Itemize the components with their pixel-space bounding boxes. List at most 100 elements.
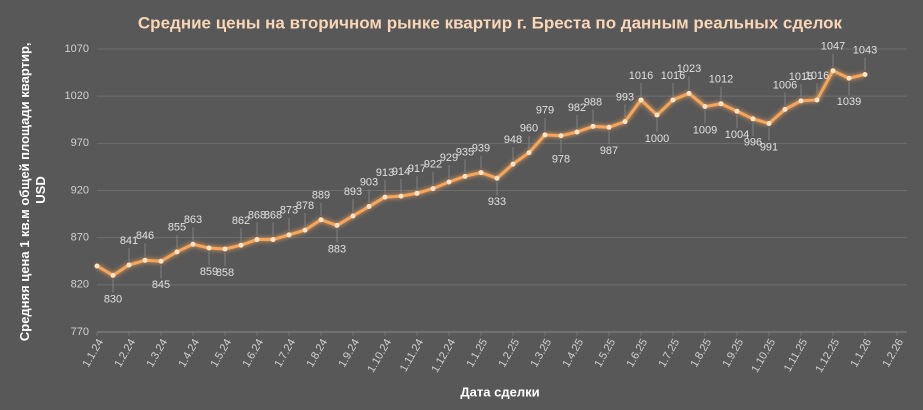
point: [798, 98, 804, 104]
point: [462, 173, 468, 179]
value-label: 1000: [645, 133, 669, 145]
value-label: 1016: [661, 70, 685, 82]
point: [558, 133, 564, 139]
point: [846, 75, 852, 81]
point: [750, 116, 756, 122]
value-label: 1004: [725, 129, 749, 141]
value-label: 1016: [805, 70, 829, 82]
value-label: 1047: [821, 41, 845, 53]
point: [606, 124, 612, 130]
point: [526, 150, 532, 156]
value-label: 859: [200, 266, 218, 278]
point: [782, 106, 788, 112]
value-label: 1023: [677, 63, 701, 75]
value-label: 1012: [709, 74, 733, 86]
value-label: 939: [472, 142, 490, 154]
value-label: 858: [216, 267, 234, 279]
point: [590, 123, 596, 129]
value-label: 893: [344, 186, 362, 198]
point: [654, 112, 660, 118]
point: [718, 101, 724, 107]
value-label: 1043: [853, 44, 877, 56]
value-label: 841: [120, 235, 138, 247]
value-label: 929: [440, 152, 458, 164]
value-label: 960: [520, 123, 538, 135]
value-label: 903: [360, 176, 378, 188]
value-label: 914: [392, 166, 410, 178]
point: [286, 232, 292, 238]
value-label: 873: [280, 205, 298, 217]
value-label: 948: [504, 134, 522, 146]
point: [94, 263, 100, 269]
point: [222, 246, 228, 252]
value-label: 868: [264, 209, 282, 221]
y-axis-title: Средняя цена 1 кв.м общей площади кварти…: [17, 39, 48, 341]
point: [110, 272, 116, 278]
y-tick-label: 970: [71, 137, 89, 149]
value-label: 979: [536, 105, 554, 117]
value-label: 913: [376, 167, 394, 179]
chart-title: Средние цены на вторичном рынке квартир …: [138, 13, 843, 32]
value-label: 862: [232, 215, 250, 227]
point: [350, 213, 356, 219]
value-label: 982: [568, 102, 586, 114]
value-label: 917: [408, 163, 426, 175]
point: [734, 108, 740, 114]
point: [430, 186, 436, 192]
y-tick-label: 820: [71, 279, 89, 291]
value-label: 868: [248, 209, 266, 221]
point: [142, 257, 148, 263]
value-label: 830: [104, 293, 122, 305]
value-label: 988: [584, 96, 602, 108]
point: [334, 222, 340, 228]
point: [638, 97, 644, 103]
value-label: 978: [552, 154, 570, 166]
point: [814, 97, 820, 103]
value-label: 1006: [773, 79, 797, 91]
point: [510, 161, 516, 167]
y-tick-label: 920: [71, 184, 89, 196]
y-tick-label: 870: [71, 232, 89, 244]
value-label: 935: [456, 146, 474, 158]
point: [414, 190, 420, 196]
value-label: 1016: [629, 70, 653, 82]
value-label: 1015: [789, 71, 813, 83]
point: [702, 104, 708, 110]
value-label: 883: [328, 243, 346, 255]
value-label: 933: [488, 196, 506, 208]
point: [766, 121, 772, 127]
y-tick-label: 1070: [65, 43, 89, 55]
value-label: 987: [600, 145, 618, 157]
value-label: 996: [744, 137, 762, 149]
value-label: 991: [760, 141, 778, 153]
value-label: 863: [184, 214, 202, 226]
point: [382, 194, 388, 200]
point: [190, 241, 196, 247]
point: [574, 129, 580, 135]
value-label: 878: [296, 200, 314, 212]
point: [270, 237, 276, 243]
point: [206, 245, 212, 251]
value-label: 889: [312, 190, 330, 202]
point: [126, 262, 132, 268]
value-label: 846: [136, 230, 154, 242]
value-label: 993: [616, 92, 634, 104]
point: [686, 90, 692, 96]
point: [302, 227, 308, 233]
point: [398, 193, 404, 199]
point: [238, 242, 244, 248]
point: [158, 258, 164, 264]
y-tick-label: 1020: [65, 90, 89, 102]
point: [622, 119, 628, 125]
value-label: 1009: [693, 124, 717, 136]
point: [318, 217, 324, 223]
point: [366, 204, 372, 210]
point: [830, 68, 836, 74]
y-axis-title-line: Средняя цена 1 кв.м общей площади кварти…: [17, 42, 32, 341]
value-label: 845: [152, 279, 170, 291]
point: [542, 132, 548, 138]
point: [254, 237, 260, 243]
value-label: 922: [424, 159, 442, 171]
